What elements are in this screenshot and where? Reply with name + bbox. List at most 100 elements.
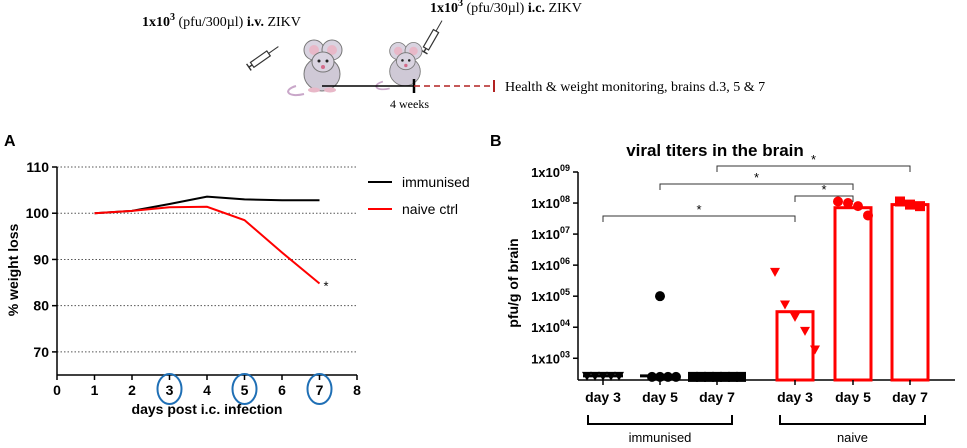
data-point xyxy=(655,291,665,302)
x-tick-labels: day 3 day 5 day 7 day 3 day 5 day 7 xyxy=(585,380,928,405)
group-brackets: immunised naive xyxy=(587,415,926,445)
ic-dose: 1x10 xyxy=(430,1,458,16)
data-point xyxy=(688,371,698,382)
group-bracket xyxy=(779,415,926,425)
group-label: immunised xyxy=(629,430,692,445)
schematic: 1x103 (pfu/300µl) i.v. ZIKV 1x103 (pfu/3… xyxy=(142,0,765,111)
y-tick-label: 1x1005 xyxy=(531,287,570,304)
y-tick-label: 80 xyxy=(33,298,49,314)
ic-virus: ZIKV xyxy=(545,1,582,16)
y-tick-label: 90 xyxy=(33,251,49,267)
data-point xyxy=(915,201,925,212)
circled-days xyxy=(156,373,333,405)
data-point xyxy=(712,371,722,382)
bar xyxy=(890,203,930,382)
data-point xyxy=(843,198,853,209)
y-tick-exponent: 05 xyxy=(560,287,570,297)
panel-label-b: B xyxy=(490,133,502,150)
interval-label: 4 weeks xyxy=(390,97,429,111)
data-point xyxy=(590,371,600,381)
significance-bracket xyxy=(794,195,854,202)
panel-label-a: A xyxy=(4,133,16,150)
x-tick-label: 5 xyxy=(241,382,249,398)
y-tick-label: 1x1008 xyxy=(531,194,570,211)
data-point xyxy=(720,371,730,382)
chart-weight-loss: 70 80 90 100 110 0 1 2 3 4 5 6 7 8 * days post i.c. … xyxy=(5,159,470,417)
y-tick-base: 1x10 xyxy=(531,351,560,366)
ic-units: (pfu/30µl) xyxy=(463,1,528,16)
data-point xyxy=(704,371,714,382)
bar xyxy=(833,206,873,382)
data-point xyxy=(863,210,873,221)
syringe-icon xyxy=(246,46,279,71)
y-tick-label: 1x1003 xyxy=(531,349,570,366)
y-tick-exponent: 06 xyxy=(560,256,570,266)
group-label: naive xyxy=(837,430,868,445)
data-point xyxy=(655,371,665,382)
data-point xyxy=(853,201,863,212)
data-point xyxy=(790,312,800,322)
data-point xyxy=(770,267,780,277)
syringe-icon xyxy=(420,20,443,55)
data-point xyxy=(582,371,592,381)
bar xyxy=(775,310,815,382)
significance-star: * xyxy=(754,170,759,185)
x-tick-label: 4 xyxy=(203,382,211,398)
x-ticks: 0 1 2 3 4 5 6 7 8 xyxy=(53,375,361,398)
y-ticks: 1x10031x10041x10051x10061x10071x10081x10… xyxy=(531,163,578,366)
y-axis-label: pfu/g of brain xyxy=(505,238,521,327)
series-line-naive-ctrl xyxy=(94,205,321,285)
mouse-icon xyxy=(287,39,343,96)
y-tick-base: 1x10 xyxy=(531,165,560,180)
data-point xyxy=(647,371,657,382)
iv-units: (pfu/300µl) xyxy=(175,15,247,30)
monitoring-label: Health & weight monitoring, brains d.3, … xyxy=(505,80,765,95)
y-tick-exponent: 09 xyxy=(560,163,570,173)
y-tick-label: 100 xyxy=(26,205,50,221)
iv-virus: ZIKV xyxy=(264,15,301,30)
y-ticks: 70 80 90 100 110 xyxy=(26,159,57,360)
data-point xyxy=(614,371,624,381)
legend-label-immunised: immunised xyxy=(402,174,470,190)
y-tick-label: 1x1004 xyxy=(531,318,570,335)
x-axis-label: days post i.c. infection xyxy=(132,401,283,417)
data-point xyxy=(728,371,738,382)
data-point xyxy=(736,371,746,382)
highlight-circle xyxy=(306,373,333,405)
x-tick-label: 8 xyxy=(353,382,361,398)
significance-star: * xyxy=(696,202,701,217)
y-tick-exponent: 08 xyxy=(560,194,570,204)
y-tick-exponent: 03 xyxy=(560,349,570,359)
y-tick-label: 1x1007 xyxy=(531,225,570,242)
highlight-circle xyxy=(156,373,183,405)
y-tick-label: 1x1009 xyxy=(531,163,570,180)
significance-star: * xyxy=(811,152,816,167)
significance-bracket xyxy=(716,165,911,172)
y-tick-base: 1x10 xyxy=(531,227,560,242)
data-point xyxy=(905,199,915,210)
significance-star: * xyxy=(324,278,329,293)
y-tick-label: 1x1006 xyxy=(531,256,570,273)
y-tick-label: 110 xyxy=(26,159,49,175)
x-tick-label: 3 xyxy=(166,382,174,398)
x-tick-label: day 5 xyxy=(835,389,871,405)
x-tick-label: day 7 xyxy=(699,389,735,405)
highlight-circle xyxy=(231,373,258,405)
data-point xyxy=(598,371,608,381)
chart-viral-titers: viral titers in the brain 1x10031x10041x… xyxy=(505,141,955,445)
significance-bracket xyxy=(602,215,796,222)
data-point xyxy=(663,371,673,382)
gridlines xyxy=(57,166,357,353)
ic-route: i.c. xyxy=(528,1,545,16)
x-tick-label: 6 xyxy=(278,382,286,398)
y-tick-base: 1x10 xyxy=(531,258,560,273)
x-tick-label: day 7 xyxy=(892,389,928,405)
y-axis-label: % weight loss xyxy=(5,224,21,317)
bars xyxy=(583,203,930,382)
chart-title: viral titers in the brain xyxy=(626,141,804,160)
ic-dose-label: 1x103 (pfu/30µl) i.c. ZIKV xyxy=(430,0,582,16)
y-tick-base: 1x10 xyxy=(531,289,560,304)
iv-dose-label: 1x103 (pfu/300µl) i.v. ZIKV xyxy=(142,12,301,30)
iv-route: i.v. xyxy=(247,15,264,30)
y-tick-label: 70 xyxy=(33,344,49,360)
